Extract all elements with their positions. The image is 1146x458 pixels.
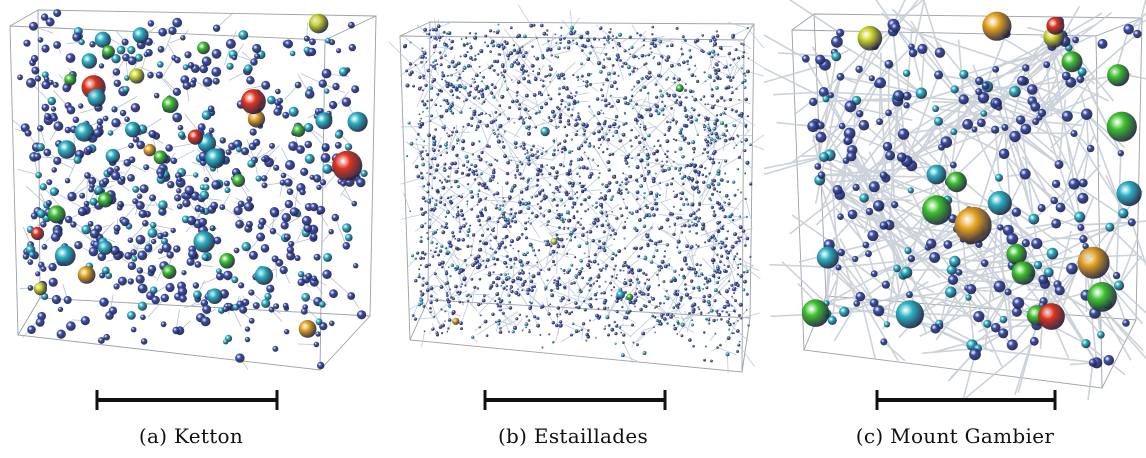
caption-estaillades: (b) Estaillades (382, 424, 764, 448)
caption-name: Ketton (174, 424, 244, 448)
pore-network-mount-gambier (764, 0, 1146, 400)
cube-wireframe (9, 9, 377, 371)
caption-ketton: (a) Ketton (0, 424, 382, 448)
throats (388, 4, 764, 374)
caption-name: Mount Gambier (890, 424, 1055, 448)
caption-label: (b) (497, 424, 528, 448)
panel-mount-gambier: (c) Mount Gambier (764, 0, 1146, 458)
pore-network-ketton (9, 9, 377, 371)
scale-bar-estaillades (483, 390, 667, 410)
caption-name: Estaillades (533, 424, 649, 448)
panel-estaillades: (b) Estaillades (382, 0, 764, 458)
pores-large (30, 13, 368, 338)
scale-bar-mount-gambier (875, 390, 1057, 410)
pores-small (403, 23, 753, 363)
cube-wireframe (399, 21, 755, 373)
caption-mount-gambier: (c) Mount Gambier (764, 424, 1146, 448)
pores-large (452, 84, 684, 325)
caption-label: (c) (855, 424, 884, 448)
pores-large (801, 11, 1142, 330)
panel-ketton: (a) Ketton (0, 0, 382, 458)
pores-small (17, 9, 368, 370)
caption-label: (a) (138, 424, 168, 448)
pore-network-estaillades (388, 4, 764, 374)
scale-bar-ketton (95, 390, 279, 410)
